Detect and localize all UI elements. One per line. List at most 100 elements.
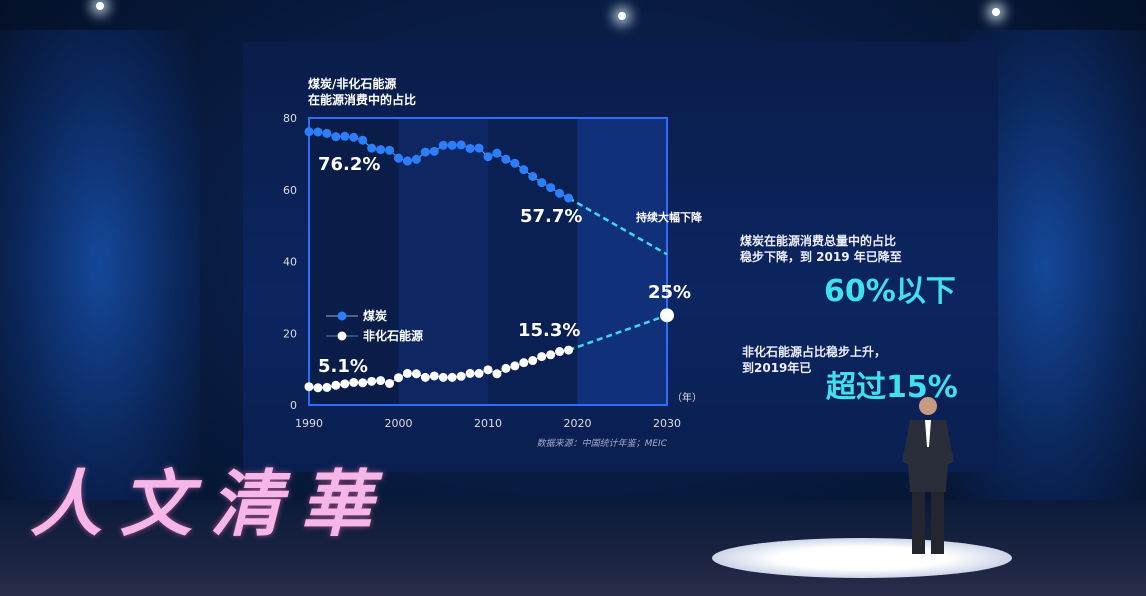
left-led-panel [0, 30, 200, 500]
x-tick-label: 2000 [385, 417, 413, 430]
data-point [465, 368, 475, 378]
data-point [564, 345, 574, 355]
data-point [349, 377, 359, 387]
annotation: 持续大幅下降 [636, 210, 703, 224]
legend-marker [337, 311, 347, 321]
data-point [376, 145, 386, 155]
coal-highlight: 60%以下 [824, 274, 956, 309]
data-point [537, 178, 547, 188]
data-point [367, 376, 377, 386]
chart-title: 煤炭/非化石能源 [308, 76, 396, 91]
x-tick-label: 2010 [474, 417, 502, 430]
plot-frame [308, 117, 668, 406]
x-axis-unit: （年） [672, 391, 702, 404]
nonfossil-highlight: 超过15% [826, 370, 958, 405]
data-point [528, 356, 538, 366]
data-point [510, 361, 520, 371]
data-point [420, 372, 430, 382]
data-point [501, 363, 511, 373]
y-tick-label: 20 [283, 327, 297, 340]
data-point [402, 368, 412, 378]
projection-line-0 [567, 196, 668, 256]
data-point [528, 171, 538, 181]
data-point [402, 156, 412, 166]
y-tick-label: 0 [290, 399, 297, 412]
stage-light [618, 12, 626, 20]
logo-watermark: 人文清華 [30, 461, 391, 546]
data-point [304, 127, 314, 137]
data-point [331, 380, 341, 390]
annotation: 5.1% [318, 356, 368, 377]
data-point [385, 145, 395, 155]
x-tick-label: 1990 [295, 417, 323, 430]
data-point [340, 379, 350, 389]
data-point [447, 372, 457, 382]
data-point [492, 369, 502, 379]
data-point [474, 143, 484, 153]
legend-label: 煤炭 [363, 308, 387, 323]
y-tick-label: 60 [283, 184, 297, 197]
data-point [438, 372, 448, 382]
annotation: 57.7% [520, 206, 582, 227]
data-point [546, 350, 556, 360]
data-point [429, 146, 439, 156]
data-point [537, 352, 547, 362]
data-point [313, 127, 323, 137]
stage-light [96, 2, 104, 10]
data-point [555, 347, 565, 357]
legend-label: 非化石能源 [363, 328, 423, 343]
data-point [349, 132, 359, 142]
plot-band [309, 118, 399, 405]
data-point-2030 [660, 308, 674, 323]
data-point [322, 382, 332, 392]
data-point [376, 376, 386, 386]
plot-band [398, 118, 488, 405]
data-point [420, 147, 430, 157]
data-point [501, 154, 511, 164]
data-point [519, 165, 529, 175]
plot-band [577, 118, 667, 405]
data-point [519, 358, 529, 368]
legend-marker [337, 331, 347, 341]
y-tick-label: 80 [283, 112, 297, 125]
nonfossil-note: 非化石能源占比稳步上升，到2019年已 [742, 345, 887, 375]
x-tick-label: 2030 [653, 417, 681, 430]
data-point [510, 158, 520, 168]
data-point [358, 378, 368, 388]
data-point [340, 131, 350, 141]
stage-light [992, 8, 1000, 16]
data-point [331, 132, 341, 142]
data-point [429, 371, 439, 381]
data-point [483, 152, 493, 162]
data-point [394, 153, 403, 163]
data-point [394, 373, 403, 383]
data-point [322, 128, 332, 138]
x-tick-label: 2020 [564, 417, 592, 430]
data-point [546, 183, 556, 193]
data-point [367, 143, 377, 153]
coal-note: 煤炭在能源消费总量中的占比稳步下降，到 2019 年已降至 [740, 234, 902, 264]
data-point [456, 140, 466, 150]
data-point [304, 382, 314, 392]
data-point [385, 378, 395, 388]
data-point [474, 368, 484, 378]
data-point [358, 135, 368, 145]
data-point [555, 188, 565, 198]
annotation: 25% [648, 282, 691, 303]
data-point [411, 369, 421, 379]
data-point [483, 365, 493, 375]
speaker [902, 397, 954, 554]
data-point [564, 193, 574, 203]
chart-title: 在能源消费中的占比 [308, 92, 416, 107]
data-point [456, 371, 466, 381]
data-point [492, 148, 502, 158]
annotation: 15.3% [518, 320, 580, 341]
data-point [447, 140, 457, 150]
y-tick-label: 40 [283, 256, 297, 269]
spotlight [712, 538, 1012, 578]
data-point [313, 383, 323, 393]
annotation: 76.2% [318, 154, 380, 175]
data-source: 数据来源：中国统计年鉴；MEIC [537, 438, 668, 449]
data-point [411, 154, 421, 164]
